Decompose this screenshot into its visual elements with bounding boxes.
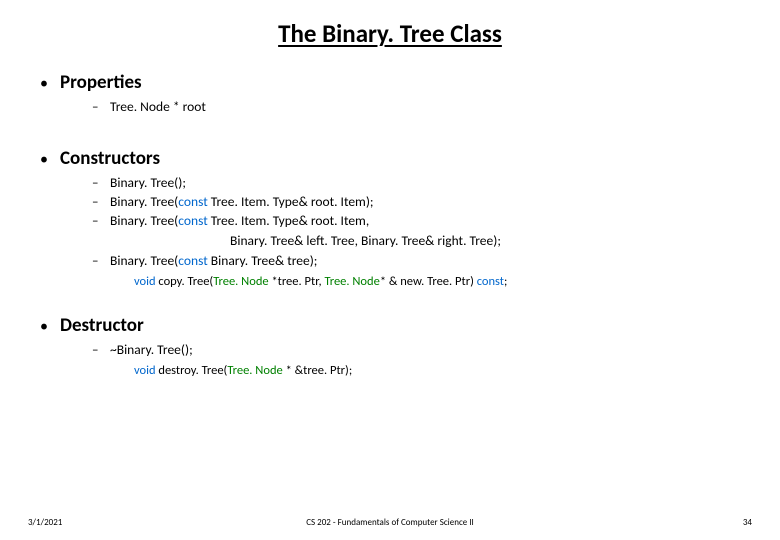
- destructor-heading: Destructor: [60, 314, 144, 337]
- dash-icon: –: [92, 100, 110, 115]
- properties-item: – Tree. Node * root: [40, 98, 740, 115]
- footer-course: CS 202 - Fundamentals of Computer Scienc…: [306, 517, 474, 528]
- constructor-helper-text: void copy. Tree(Tree. Node *tree. Ptr, T…: [134, 274, 507, 289]
- destructor-helper-text: void destroy. Tree(Tree. Node * &tree. P…: [134, 363, 352, 378]
- constructor-item-4: – Binary. Tree(const Binary. Tree& tree)…: [40, 252, 740, 269]
- dash-icon: –: [92, 195, 110, 210]
- constructor-item-4-text: Binary. Tree(const Binary. Tree& tree);: [110, 252, 317, 269]
- footer-page: 34: [743, 517, 752, 528]
- constructor-item-3-text: Binary. Tree(const Tree. Item. Type& roo…: [110, 212, 369, 229]
- constructor-item-1-text: Binary. Tree();: [110, 174, 186, 191]
- constructor-helper: void copy. Tree(Tree. Node *tree. Ptr, T…: [40, 271, 740, 290]
- constructor-item-1: – Binary. Tree();: [40, 174, 740, 191]
- destructor-item: – ~Binary. Tree();: [40, 341, 740, 358]
- constructor-item-3: – Binary. Tree(const Tree. Item. Type& r…: [40, 212, 740, 229]
- constructor-item-2: – Binary. Tree(const Tree. Item. Type& r…: [40, 193, 740, 210]
- slide-content: • Properties – Tree. Node * root • Const…: [0, 53, 780, 379]
- dash-icon: –: [92, 176, 110, 191]
- bullet-icon: •: [40, 150, 60, 169]
- footer-date: 3/1/2021: [28, 517, 62, 528]
- constructor-item-2-text: Binary. Tree(const Tree. Item. Type& roo…: [110, 193, 374, 210]
- properties-item-text: Tree. Node * root: [110, 98, 206, 115]
- constructor-item-3-cont-text: Binary. Tree& left. Tree, Binary. Tree& …: [230, 232, 501, 249]
- bullet-icon: •: [40, 317, 60, 336]
- dash-icon: –: [92, 254, 110, 269]
- constructors-heading-row: • Constructors: [40, 147, 740, 170]
- footer: 3/1/2021 CS 202 - Fundamentals of Comput…: [0, 517, 780, 528]
- dash-icon: –: [92, 214, 110, 229]
- slide-title: The Binary. Tree Class: [0, 0, 780, 53]
- constructors-heading: Constructors: [60, 147, 160, 170]
- constructor-item-3-cont: Binary. Tree& left. Tree, Binary. Tree& …: [40, 231, 740, 250]
- properties-heading-row: • Properties: [40, 71, 740, 94]
- destructor-item-text: ~Binary. Tree();: [110, 341, 193, 358]
- destructor-helper: void destroy. Tree(Tree. Node * &tree. P…: [40, 360, 740, 379]
- destructor-heading-row: • Destructor: [40, 314, 740, 337]
- bullet-icon: •: [40, 74, 60, 93]
- properties-heading: Properties: [60, 71, 142, 94]
- dash-icon: –: [92, 343, 110, 358]
